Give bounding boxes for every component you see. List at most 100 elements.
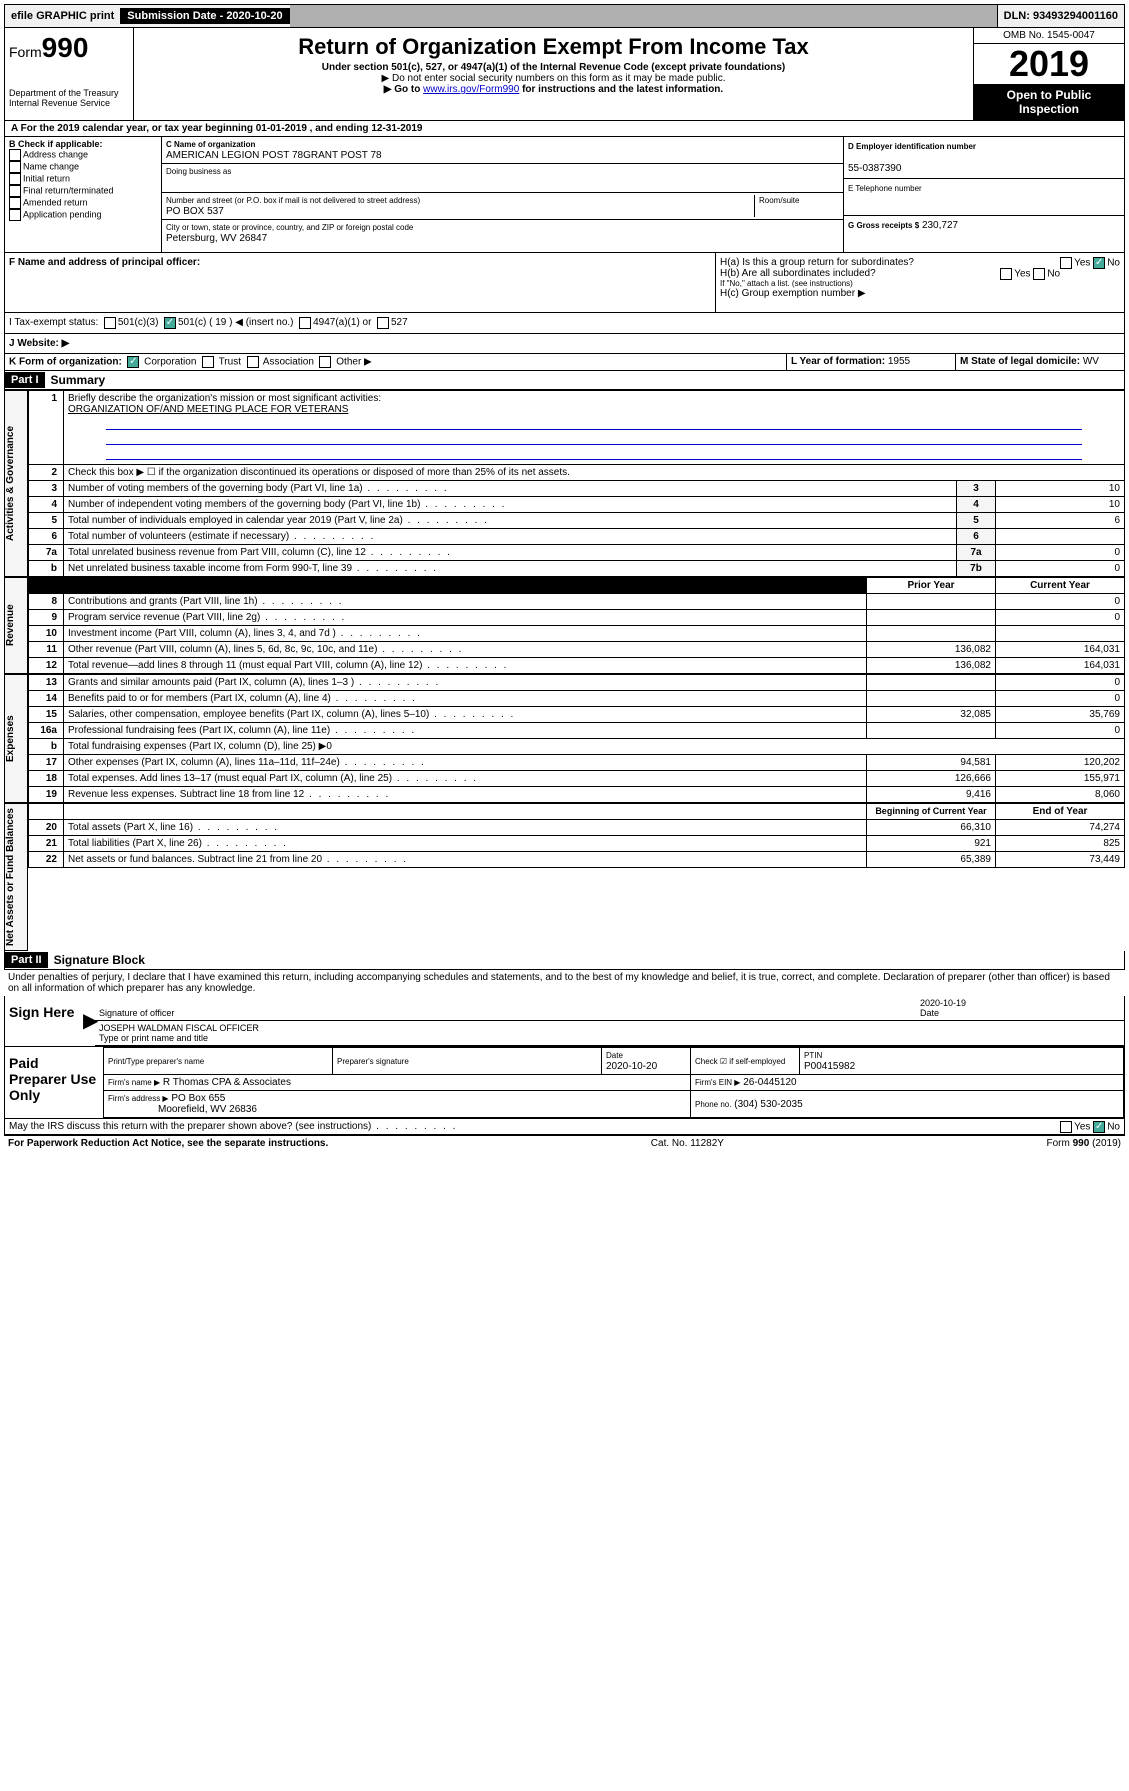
chk-other[interactable]	[319, 356, 331, 368]
footer-left: For Paperwork Reduction Act Notice, see …	[8, 1138, 328, 1149]
chk-discuss-no[interactable]	[1093, 1121, 1105, 1133]
section-b: B Check if applicable: Address change Na…	[5, 137, 162, 252]
revenue-block: Revenue Prior Year Current Year 8Contrib…	[4, 577, 1125, 674]
chk-amended[interactable]	[9, 197, 21, 209]
form-title: Return of Organization Exempt From Incom…	[138, 34, 969, 60]
footer-center: Cat. No. 11282Y	[651, 1138, 724, 1149]
efile-label: efile GRAPHIC print	[5, 8, 121, 24]
dba-row: Doing business as	[162, 164, 843, 193]
irs-link[interactable]: www.irs.gov/Form990	[423, 84, 519, 95]
firm-phone: (304) 530-2035	[734, 1099, 802, 1110]
section-m: M State of legal domicile: WV	[956, 354, 1124, 370]
chk-ha-no[interactable]	[1093, 257, 1105, 269]
org-address: PO BOX 537	[166, 206, 224, 217]
firm-name: R Thomas CPA & Associates	[163, 1077, 291, 1088]
chk-501c3[interactable]	[104, 317, 116, 329]
line-a: A For the 2019 calendar year, or tax yea…	[4, 121, 1125, 137]
part2-header-row: Part II Signature Block	[4, 951, 1125, 970]
vert-expenses: Expenses	[4, 674, 28, 803]
org-name: AMERICAN LEGION POST 78GRANT POST 78	[166, 150, 382, 161]
h-b-note: If "No," attach a list. (see instruction…	[720, 279, 1120, 288]
officer-name: JOSEPH WALDMAN FISCAL OFFICER	[99, 1023, 259, 1033]
expenses-block: Expenses 13Grants and similar amounts pa…	[4, 674, 1125, 803]
paid-preparer-table: Print/Type preparer's name Preparer's si…	[103, 1047, 1124, 1118]
chk-hb-yes[interactable]	[1000, 268, 1012, 280]
b-label: B Check if applicable:	[9, 139, 103, 149]
chk-4947[interactable]	[299, 317, 311, 329]
chk-assoc[interactable]	[247, 356, 259, 368]
section-l: L Year of formation: 1955	[787, 354, 956, 370]
signature-line: Signature of officer 2020-10-19Date	[95, 996, 1124, 1021]
chk-527[interactable]	[377, 317, 389, 329]
paid-preparer-label: Paid Preparer Use Only	[5, 1047, 103, 1118]
section-f: F Name and address of principal officer:	[5, 253, 716, 312]
part1-title: Summary	[45, 371, 112, 389]
chk-trust[interactable]	[202, 356, 214, 368]
org-city: Petersburg, WV 26847	[166, 233, 267, 244]
subtitle-3: ▶ Go to www.irs.gov/Form990 for instruct…	[138, 84, 969, 95]
chk-corp[interactable]	[127, 356, 139, 368]
chk-hb-no[interactable]	[1033, 268, 1045, 280]
part2-title: Signature Block	[48, 951, 151, 969]
footer: For Paperwork Reduction Act Notice, see …	[4, 1135, 1125, 1151]
form-header: Form990 Department of the Treasury Inter…	[4, 28, 1125, 121]
chk-app-pending[interactable]	[9, 209, 21, 221]
right-stack: D Employer identification number 55-0387…	[844, 137, 1124, 252]
name-line: JOSEPH WALDMAN FISCAL OFFICERType or pri…	[95, 1021, 1124, 1046]
section-i: I Tax-exempt status: 501(c)(3) 501(c) ( …	[4, 313, 1125, 334]
city-row: City or town, state or province, country…	[162, 220, 843, 246]
discuss-row: May the IRS discuss this return with the…	[4, 1119, 1125, 1135]
netassets-table: Beginning of Current Year End of Year 20…	[28, 803, 1125, 868]
subtitle-2: ▶ Do not enter social security numbers o…	[138, 73, 969, 84]
chk-final-return[interactable]	[9, 185, 21, 197]
header-right: OMB No. 1545-0047 2019 Open to Public In…	[973, 28, 1124, 120]
section-k: K Form of organization: Corporation Trus…	[5, 354, 787, 370]
arrow-icon: ▶	[83, 996, 95, 1046]
h-a: H(a) Is this a group return for subordin…	[720, 257, 1120, 268]
section-e: E Telephone number	[844, 179, 1124, 216]
section-h: H(a) Is this a group return for subordin…	[716, 253, 1124, 312]
tax-year: 2019	[974, 44, 1124, 84]
ein: 55-0387390	[848, 163, 901, 174]
section-klm: K Form of organization: Corporation Trus…	[4, 354, 1125, 371]
sign-here-label: Sign Here	[5, 996, 83, 1046]
chk-name-change[interactable]	[9, 161, 21, 173]
revenue-table: Prior Year Current Year 8Contributions a…	[28, 577, 1125, 674]
firm-address: PO Box 655	[171, 1093, 225, 1104]
dept-label: Department of the Treasury Internal Reve…	[9, 88, 129, 108]
governance-table: 1 Briefly describe the organization's mi…	[28, 390, 1125, 577]
footer-right: Form 990 (2019)	[1047, 1138, 1121, 1149]
chk-initial-return[interactable]	[9, 173, 21, 185]
section-j: J Website: ▶	[4, 334, 1125, 354]
vert-governance: Activities & Governance	[4, 390, 28, 577]
section-c: C Name of organization AMERICAN LEGION P…	[162, 137, 844, 252]
section-g: G Gross receipts $ 230,727	[844, 216, 1124, 252]
vert-netassets: Net Assets or Fund Balances	[4, 803, 28, 951]
spacer	[290, 5, 998, 27]
chk-501c[interactable]	[164, 317, 176, 329]
part1-header-row: Part I Summary	[4, 371, 1125, 390]
sign-here-block: Sign Here ▶ Signature of officer 2020-10…	[4, 996, 1125, 1047]
part1-body: Activities & Governance 1 Briefly descri…	[4, 390, 1125, 577]
f-h-row: F Name and address of principal officer:…	[4, 253, 1125, 313]
entity-block: B Check if applicable: Address change Na…	[4, 137, 1125, 253]
paid-preparer-block: Paid Preparer Use Only Print/Type prepar…	[4, 1047, 1125, 1119]
mission-text: ORGANIZATION OF/AND MEETING PLACE FOR VE…	[68, 404, 348, 415]
top-bar: efile GRAPHIC print Submission Date - 20…	[4, 4, 1125, 28]
netassets-block: Net Assets or Fund Balances Beginning of…	[4, 803, 1125, 951]
open-public-badge: Open to Public Inspection	[974, 84, 1124, 120]
ptin: P00415982	[804, 1061, 855, 1072]
dln-label: DLN: 93493294001160	[998, 8, 1124, 24]
vert-revenue: Revenue	[4, 577, 28, 674]
h-c: H(c) Group exemption number ▶	[720, 288, 1120, 299]
form-number: Form990	[9, 32, 129, 64]
h-b: H(b) Are all subordinates included? Yes …	[720, 268, 1120, 279]
subtitle-1: Under section 501(c), 527, or 4947(a)(1)…	[138, 62, 969, 73]
chk-address-change[interactable]	[9, 149, 21, 161]
expenses-table: 13Grants and similar amounts paid (Part …	[28, 674, 1125, 803]
firm-ein: 26-0445120	[743, 1077, 796, 1088]
chk-discuss-yes[interactable]	[1060, 1121, 1072, 1133]
header-center: Return of Organization Exempt From Incom…	[134, 28, 973, 120]
chk-ha-yes[interactable]	[1060, 257, 1072, 269]
part2-header: Part II	[5, 952, 48, 968]
